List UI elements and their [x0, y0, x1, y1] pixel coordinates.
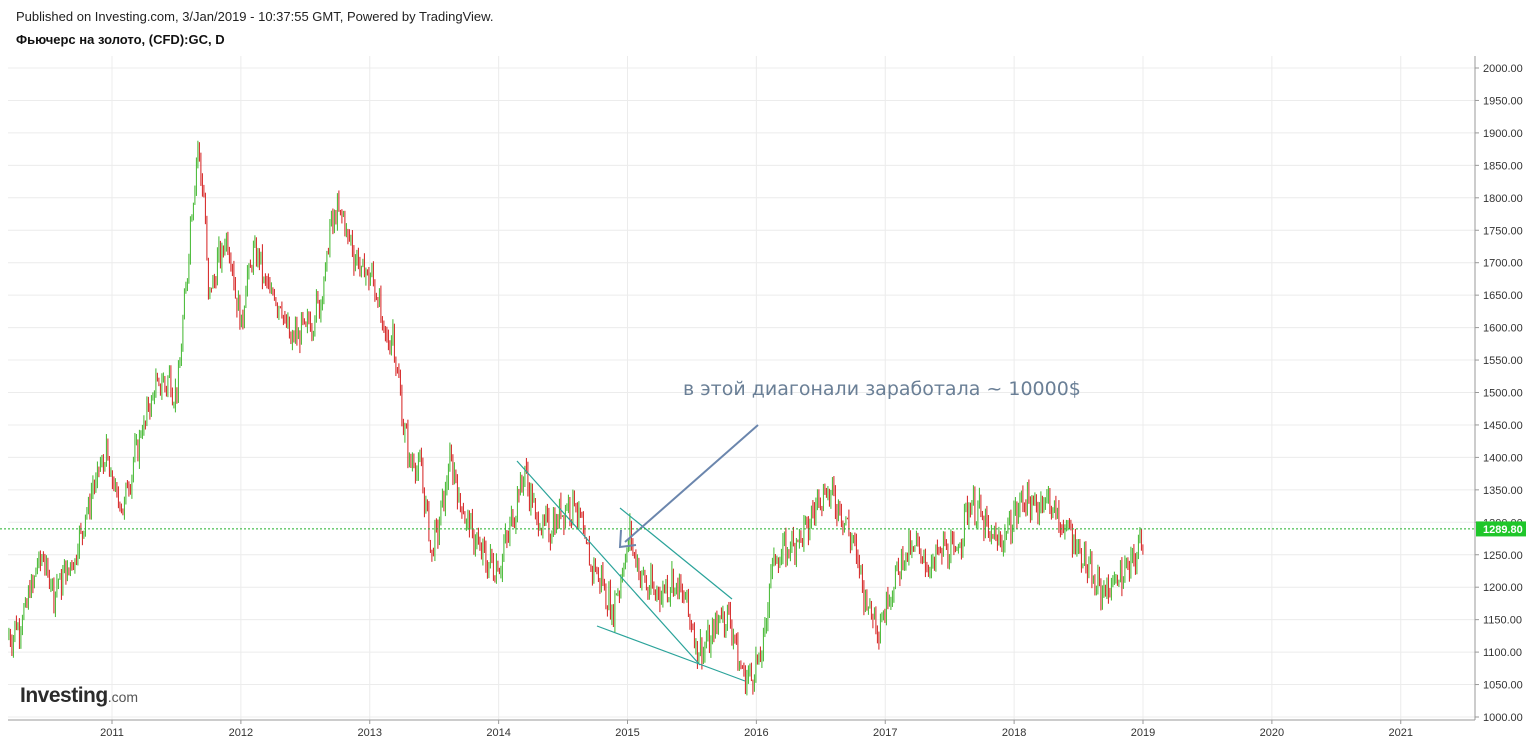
- y-tick-label: 1400.00: [1483, 452, 1523, 464]
- y-tick-label: 1750.00: [1483, 225, 1523, 237]
- chart-annotation: в этой диагонали заработала ~ 10000$: [683, 378, 1081, 400]
- y-tick-label: 1900.00: [1483, 128, 1523, 140]
- current-price-badge: [1476, 521, 1526, 537]
- y-tick-label: 2000.00: [1483, 63, 1523, 75]
- y-axis-labels: 2000.00 1950.00 1900.00 1850.00 1800.00 1750.…: [1475, 63, 1523, 724]
- candlestick-series: [8, 140, 1144, 696]
- x-tick-label: 2013: [358, 727, 382, 739]
- y-tick-label: 1000.00: [1483, 712, 1523, 724]
- annotation-arrow-head: [618, 529, 637, 549]
- y-tick-label: 1950.00: [1483, 95, 1523, 107]
- y-tick-label: 1100.00: [1483, 647, 1522, 659]
- y-tick-label: 1500.00: [1483, 388, 1523, 400]
- y-tick-label: 1700.00: [1483, 258, 1523, 270]
- x-tick-label: 2018: [1002, 727, 1026, 739]
- current-price-label: 1289.80: [1483, 524, 1523, 536]
- x-tick-label: 2021: [1389, 727, 1413, 739]
- y-tick-label: 1250.00: [1483, 550, 1523, 562]
- x-tick-label: 2016: [744, 727, 768, 739]
- chart-axes: [8, 56, 1476, 721]
- y-tick-label: 1050.00: [1483, 680, 1523, 692]
- y-tick-label: 1800.00: [1483, 193, 1523, 205]
- current-price-tag: 1289.80: [1476, 521, 1526, 537]
- publish-info: Published on Investing.com, 3/Jan/2019 -…: [16, 9, 494, 24]
- y-tick-label: 1600.00: [1483, 323, 1523, 335]
- y-tick-label: 1450.00: [1483, 420, 1523, 432]
- channel-lower-line: [619, 507, 733, 600]
- trend-drawings: в этой диагонали заработала ~ 10000$: [516, 378, 1081, 682]
- x-tick-label: 2017: [873, 727, 897, 739]
- y-tick-label: 1850.00: [1483, 160, 1523, 172]
- x-tick-label: 2020: [1260, 727, 1284, 739]
- x-tick-label: 2011: [100, 727, 124, 739]
- investing-logo: Investing.com: [20, 684, 139, 707]
- x-tick-label: 2012: [229, 727, 253, 739]
- chart-grid: [8, 56, 1475, 720]
- y-tick-label: 1200.00: [1483, 582, 1523, 594]
- x-tick-label: 2015: [615, 727, 639, 739]
- y-tick-label: 1550.00: [1483, 355, 1523, 367]
- x-tick-label: 2019: [1131, 727, 1155, 739]
- channel-base-line: [596, 625, 746, 682]
- y-tick-label: 1350.00: [1483, 485, 1523, 497]
- instrument-title: Фьючерс на золото, (CFD):GC, D: [16, 32, 225, 47]
- x-axis-labels: 2011 2012 2013 2014 2015 2016 2017 2018 2019 2020…: [100, 720, 1413, 739]
- annotation-arrow-shaft: [624, 424, 759, 543]
- y-tick-label: 1650.00: [1483, 290, 1523, 302]
- channel-upper-line: [516, 460, 701, 666]
- x-tick-label: 2014: [486, 727, 510, 739]
- y-tick-label: 1150.00: [1483, 615, 1522, 627]
